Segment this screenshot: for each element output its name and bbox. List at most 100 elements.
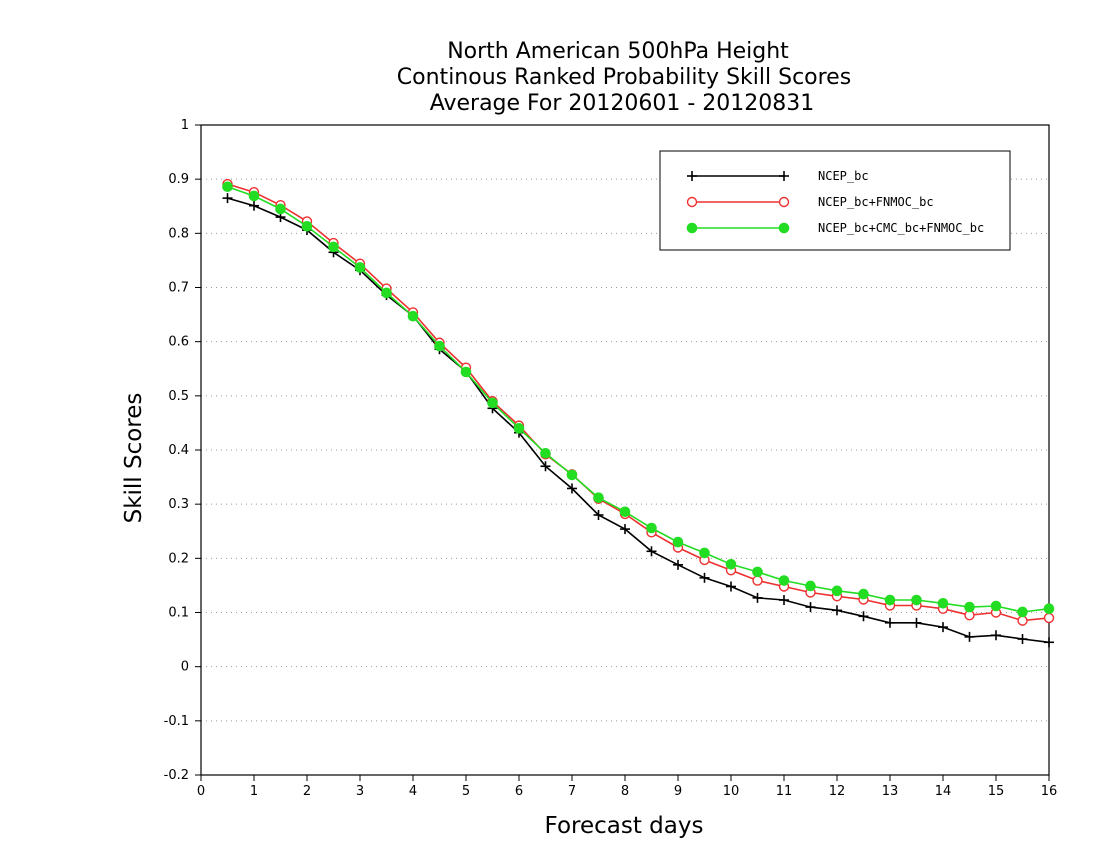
x-tick-label: 7	[568, 784, 576, 799]
x-axis-title: Forecast days	[545, 813, 704, 839]
y-tick-label: -0.1	[164, 714, 189, 729]
filled-circle-marker	[646, 522, 657, 534]
filled-circle-marker	[778, 222, 790, 234]
filled-circle-marker	[328, 241, 339, 253]
series-group	[222, 178, 1055, 648]
filled-circle-marker	[911, 594, 922, 606]
plus-marker	[991, 630, 1001, 641]
x-tick-label: 11	[776, 784, 793, 799]
plus-marker	[620, 524, 630, 535]
filled-circle-marker	[884, 594, 896, 606]
plus-marker	[1017, 634, 1028, 645]
plus-marker	[540, 461, 551, 472]
open-circle-marker	[752, 575, 763, 586]
plus-marker	[911, 617, 922, 628]
filled-circle-marker	[513, 423, 525, 434]
y-tick-label: 0.2	[168, 551, 189, 566]
open-circle-marker	[686, 196, 698, 208]
x-tick-label: 5	[462, 784, 470, 799]
y-tick-label: 0.3	[168, 497, 189, 512]
filled-circle-marker	[686, 222, 698, 234]
plus-marker	[726, 581, 736, 592]
filled-circle-marker	[566, 469, 578, 481]
open-circle-marker	[1017, 615, 1028, 626]
x-tick-label: 14	[935, 784, 952, 799]
plus-marker	[964, 631, 975, 642]
y-axis-title: Skill Scores	[121, 393, 147, 524]
chart-title-line-1: North American 500hPa Height	[447, 39, 789, 64]
legend-label: NCEP_bc	[818, 169, 869, 183]
filled-circle-marker	[487, 397, 498, 409]
plus-marker	[699, 572, 710, 583]
open-circle-marker	[778, 196, 790, 208]
plus-marker	[752, 592, 763, 603]
grid-lines	[201, 178, 1049, 722]
plus-marker	[673, 559, 683, 570]
x-tick-label: 16	[1041, 784, 1058, 799]
y-tick-label: 0.1	[168, 606, 189, 621]
series-3	[222, 181, 1055, 618]
x-tick-label: 10	[723, 784, 740, 799]
plus-marker	[779, 171, 789, 181]
plus-marker	[858, 611, 869, 622]
plus-marker	[832, 605, 842, 616]
y-tick-label: 0.4	[168, 443, 189, 458]
filled-circle-marker	[248, 190, 260, 202]
plus-marker	[805, 602, 816, 613]
legend-item: NCEP_bc+CMC_bc+FNMOC_bc	[686, 221, 984, 235]
filled-circle-marker	[275, 203, 286, 215]
y-tick-label: 0.5	[168, 389, 189, 404]
filled-circle-marker	[937, 597, 949, 609]
x-tick-label: 2	[303, 784, 311, 799]
y-tick-label: 0.7	[168, 281, 189, 296]
filled-circle-marker	[619, 506, 631, 518]
plus-marker	[687, 171, 697, 181]
filled-circle-marker	[460, 366, 472, 378]
y-tick-label: 0.8	[168, 226, 189, 241]
open-circle-marker	[1043, 612, 1055, 624]
filled-circle-marker	[301, 220, 313, 232]
plus-marker	[885, 617, 895, 628]
plus-marker	[249, 200, 259, 211]
x-tick-label: 0	[197, 784, 205, 799]
x-tick-label: 1	[250, 784, 258, 799]
y-tick-label: 0.9	[168, 172, 189, 187]
y-tick-label: 0.6	[168, 335, 189, 350]
legend-box	[659, 150, 1011, 251]
filled-circle-marker	[354, 262, 366, 273]
filled-circle-marker	[672, 536, 684, 548]
chart-title-line-2: Continous Ranked Probability Skill Score…	[397, 65, 851, 90]
filled-circle-marker	[540, 447, 551, 459]
plus-marker	[646, 546, 657, 557]
filled-circle-marker	[990, 600, 1002, 612]
legend-label: NCEP_bc+CMC_bc+FNMOC_bc	[818, 221, 984, 235]
filled-circle-marker	[858, 588, 869, 600]
filled-circle-marker	[381, 287, 392, 299]
filled-circle-marker	[805, 580, 816, 592]
filled-circle-marker	[407, 310, 419, 322]
filled-circle-marker	[593, 492, 604, 503]
filled-circle-marker	[831, 585, 843, 597]
x-tick-label: 15	[988, 784, 1005, 799]
filled-circle-marker	[1017, 606, 1028, 618]
x-tick-label: 4	[409, 784, 417, 799]
legend-label: NCEP_bc+FNMOC_bc	[818, 195, 934, 209]
series-line	[227, 197, 1050, 644]
legend: NCEP_bc NCEP_bc+FNMOC_bc NCEP_bc+CMC_bc+FN…	[659, 150, 1011, 251]
filled-circle-marker	[1043, 603, 1055, 615]
x-tick-label: 8	[621, 784, 629, 799]
plus-marker	[567, 483, 577, 494]
legend-item: NCEP_bc	[687, 169, 869, 183]
x-tick-label: 9	[674, 784, 682, 799]
filled-circle-marker	[778, 575, 790, 586]
filled-circle-marker	[222, 181, 233, 193]
plus-marker	[779, 595, 789, 606]
y-tick-label: -0.2	[164, 768, 189, 783]
y-tick-label: 1	[181, 118, 189, 133]
series-1	[222, 193, 1054, 648]
filled-circle-marker	[434, 340, 445, 352]
x-tick-label: 6	[515, 784, 523, 799]
filled-circle-marker	[699, 547, 710, 559]
plus-marker	[593, 510, 604, 520]
